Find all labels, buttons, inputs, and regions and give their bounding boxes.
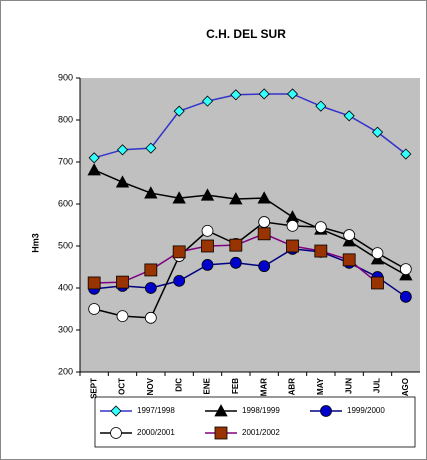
point-marker bbox=[201, 239, 214, 253]
point-marker bbox=[116, 144, 129, 156]
legend-marker bbox=[214, 404, 228, 417]
x-tick-label: ENE bbox=[203, 377, 212, 394]
point-marker bbox=[258, 260, 271, 273]
point-marker bbox=[201, 224, 214, 237]
x-tick-label: ABR bbox=[288, 378, 297, 396]
point-marker bbox=[286, 239, 299, 253]
x-tick-label: JUL bbox=[373, 378, 382, 393]
y-tick-label: 600 bbox=[58, 198, 73, 208]
x-tick-label: NOV bbox=[146, 377, 155, 395]
y-tick-label: 500 bbox=[58, 240, 73, 250]
legend-label: 2001/2002 bbox=[242, 428, 280, 437]
point-marker bbox=[400, 148, 412, 160]
point-marker bbox=[172, 191, 186, 204]
x-tick-label: SEPT bbox=[89, 378, 98, 399]
point-marker bbox=[144, 311, 157, 324]
x-tick-label: OCT bbox=[118, 378, 127, 395]
point-marker bbox=[230, 89, 242, 101]
x-tick-label: DIC bbox=[174, 378, 183, 392]
point-marker bbox=[286, 219, 299, 232]
point-marker bbox=[258, 216, 271, 228]
plot-area bbox=[80, 78, 420, 372]
y-tick-label: 700 bbox=[58, 156, 73, 166]
point-marker bbox=[371, 247, 384, 260]
point-marker bbox=[399, 290, 412, 303]
point-marker bbox=[201, 95, 214, 107]
point-marker bbox=[145, 142, 157, 154]
point-marker bbox=[172, 245, 186, 259]
y-tick-label: 400 bbox=[58, 282, 73, 292]
point-marker bbox=[371, 276, 384, 290]
y-axis-label: Hm3 bbox=[30, 233, 40, 253]
point-marker bbox=[314, 244, 328, 258]
y-tick-label: 300 bbox=[58, 324, 73, 334]
point-marker bbox=[229, 238, 243, 252]
x-tick-label: FEB bbox=[231, 378, 240, 394]
legend-label: 1997/1998 bbox=[137, 406, 175, 415]
point-marker bbox=[88, 303, 101, 315]
x-tick-label: MAY bbox=[316, 377, 325, 395]
point-marker bbox=[87, 276, 101, 290]
legend-label: 1999/2000 bbox=[347, 406, 385, 415]
point-marker bbox=[342, 253, 356, 267]
x-tick-label: MAR bbox=[259, 378, 268, 396]
chart-title: C.H. DEL SUR bbox=[206, 27, 286, 41]
point-marker bbox=[144, 263, 158, 277]
point-marker bbox=[116, 310, 129, 323]
point-marker bbox=[116, 275, 129, 289]
point-marker bbox=[343, 229, 356, 241]
point-marker bbox=[399, 263, 412, 276]
legend-marker bbox=[110, 405, 122, 417]
point-marker bbox=[200, 188, 215, 201]
y-tick-label: 800 bbox=[58, 114, 73, 124]
point-marker bbox=[88, 152, 100, 164]
point-marker bbox=[343, 110, 355, 122]
legend-label: 1998/1999 bbox=[242, 406, 280, 415]
point-marker bbox=[286, 88, 299, 100]
point-marker bbox=[144, 282, 157, 294]
x-tick-label: JUN bbox=[344, 378, 353, 394]
legend-marker bbox=[320, 405, 332, 417]
point-marker bbox=[229, 192, 243, 205]
point-marker bbox=[173, 274, 186, 287]
point-marker bbox=[314, 221, 327, 234]
x-tick-label: AGO bbox=[401, 378, 410, 396]
y-tick-label: 900 bbox=[58, 72, 73, 82]
point-marker bbox=[371, 126, 384, 138]
point-marker bbox=[315, 100, 327, 112]
point-marker bbox=[87, 163, 101, 176]
point-marker bbox=[258, 88, 270, 100]
legend bbox=[94, 396, 416, 448]
point-marker bbox=[257, 227, 271, 241]
y-tick-label: 200 bbox=[58, 366, 73, 376]
point-marker bbox=[173, 105, 185, 117]
point-marker bbox=[229, 256, 242, 269]
point-marker bbox=[201, 258, 214, 271]
legend-marker bbox=[110, 427, 122, 439]
legend-marker bbox=[214, 426, 228, 440]
point-marker bbox=[257, 191, 271, 204]
point-marker bbox=[115, 175, 130, 188]
point-marker bbox=[144, 186, 158, 199]
legend-label: 2000/2001 bbox=[137, 428, 175, 437]
